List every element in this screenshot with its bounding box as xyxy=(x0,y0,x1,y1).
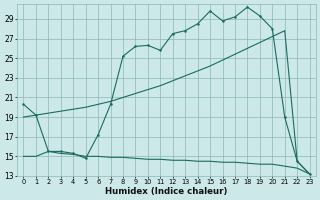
X-axis label: Humidex (Indice chaleur): Humidex (Indice chaleur) xyxy=(105,187,228,196)
